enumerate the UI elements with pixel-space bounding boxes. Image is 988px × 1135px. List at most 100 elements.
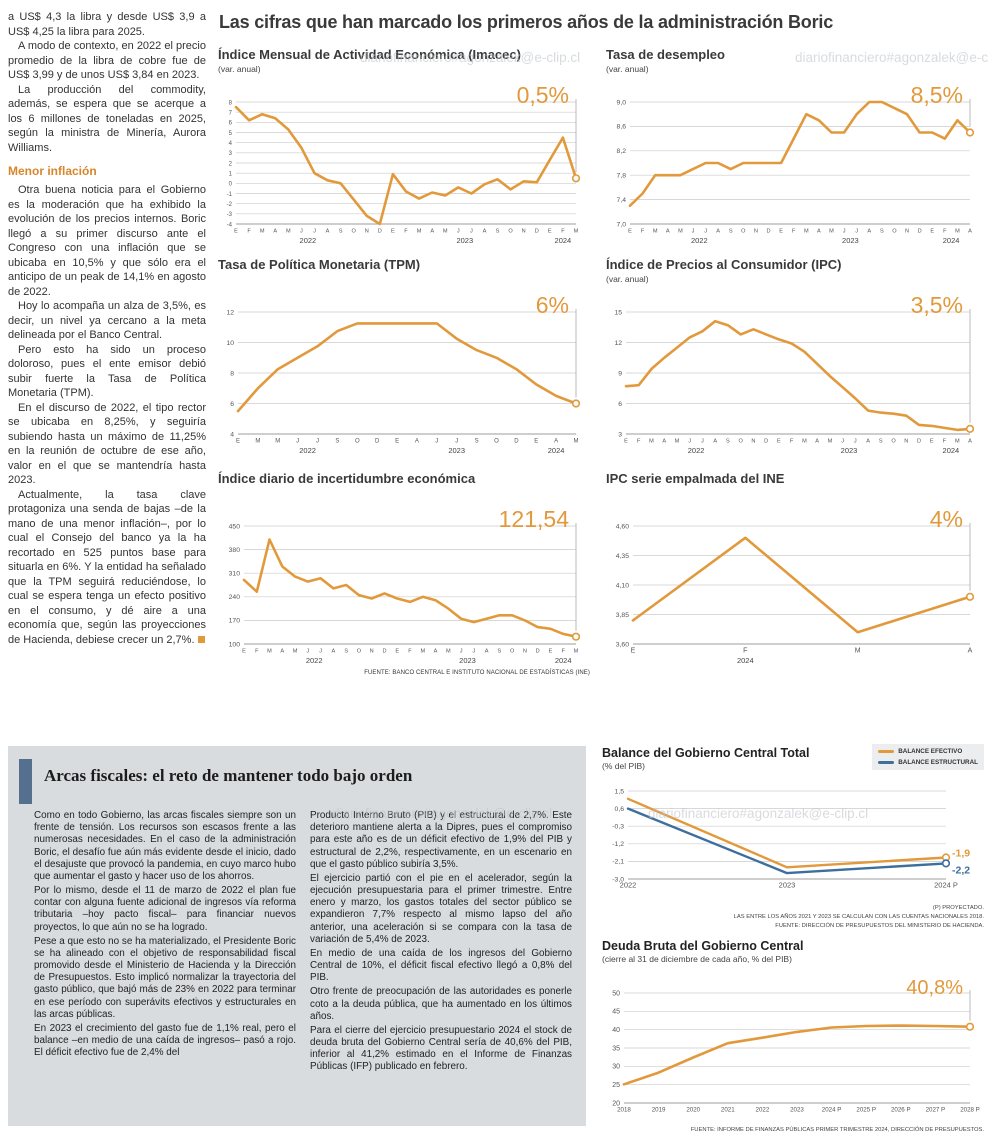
- svg-text:A: A: [662, 438, 666, 444]
- desempleo-line-chart: 9,08,68,27,87,47,0E F M A M J J A S O N D E F M A M J J A S O…: [617, 82, 975, 245]
- svg-text:2022: 2022: [299, 446, 316, 455]
- svg-text:D: D: [535, 228, 539, 234]
- svg-text:E: E: [624, 438, 628, 444]
- svg-text:D: D: [382, 648, 386, 654]
- svg-text:J: J: [843, 228, 846, 234]
- article-paragraph: Actualmente, la tasa clave protagoniza u…: [8, 488, 206, 648]
- svg-text:M: M: [574, 438, 579, 444]
- svg-text:A: A: [716, 228, 720, 234]
- fiscal-paragraph: Producto Interno Bruto (PIB) y el estruc…: [310, 810, 572, 870]
- svg-text:2023: 2023: [459, 656, 476, 665]
- svg-text:J: J: [470, 228, 473, 234]
- svg-text:M: M: [855, 647, 861, 654]
- svg-text:40,8%: 40,8%: [906, 977, 963, 999]
- svg-text:F: F: [790, 438, 794, 444]
- svg-text:E: E: [236, 438, 240, 444]
- svg-text:35: 35: [612, 1045, 620, 1052]
- svg-text:-1,2: -1,2: [612, 841, 624, 848]
- svg-text:7,4: 7,4: [617, 197, 627, 204]
- fiscal-paragraph: El ejercicio partió con el pie en el ace…: [310, 872, 572, 945]
- svg-text:E: E: [549, 648, 553, 654]
- accent-bar: [19, 759, 32, 804]
- fiscal-charts: Balance del Gobierno Central Total (% de…: [602, 744, 984, 1135]
- svg-text:O: O: [741, 228, 746, 234]
- svg-text:240: 240: [229, 594, 241, 601]
- svg-text:2022: 2022: [620, 881, 637, 890]
- svg-text:N: N: [523, 648, 527, 654]
- svg-text:O: O: [891, 438, 896, 444]
- svg-text:6: 6: [230, 401, 234, 408]
- svg-text:E: E: [548, 228, 552, 234]
- svg-text:2024 P: 2024 P: [822, 1106, 842, 1113]
- svg-text:M: M: [443, 228, 448, 234]
- svg-text:M: M: [829, 228, 834, 234]
- svg-text:E: E: [395, 438, 399, 444]
- article-paragraph: a US$ 4,3 la libra y desde US$ 3,9 a US$…: [8, 11, 206, 38]
- chart-desempleo: Tasa de desempleo (var. anual) 9,0 8,6 8,2…: [606, 47, 984, 248]
- svg-text:J: J: [296, 438, 299, 444]
- svg-text:2023: 2023: [448, 446, 465, 455]
- svg-text:5: 5: [229, 131, 233, 137]
- svg-text:2024: 2024: [548, 446, 565, 455]
- legend-label: BALANCE EFECTIVO: [898, 748, 963, 755]
- svg-text:2023: 2023: [790, 1106, 804, 1113]
- svg-text:F: F: [641, 228, 645, 234]
- svg-text:A: A: [273, 228, 277, 234]
- svg-text:D: D: [918, 228, 922, 234]
- svg-text:M: M: [255, 438, 260, 444]
- legend-item-estructural: BALANCE ESTRUCTURAL: [878, 759, 978, 766]
- fiscal-paragraph: Pese a que esto no se ha materializado, …: [34, 935, 296, 1020]
- svg-text:6%: 6%: [536, 292, 569, 318]
- svg-text:J: J: [435, 438, 438, 444]
- article-paragraph: A modo de contexto, en 2022 el precio pr…: [8, 40, 206, 82]
- chart-title: Tasa de desempleo: [606, 47, 725, 62]
- svg-text:A: A: [326, 228, 330, 234]
- svg-text:50: 50: [612, 990, 620, 997]
- svg-text:S: S: [344, 648, 348, 654]
- svg-text:E: E: [395, 648, 399, 654]
- svg-text:2018: 2018: [617, 1106, 631, 1113]
- svg-text:M: M: [267, 648, 272, 654]
- svg-text:450: 450: [229, 523, 241, 530]
- svg-text:M: M: [446, 648, 451, 654]
- svg-text:O: O: [739, 438, 744, 444]
- svg-text:12: 12: [614, 340, 622, 347]
- svg-text:2022: 2022: [756, 1106, 770, 1113]
- svg-text:S: S: [335, 438, 339, 444]
- svg-text:1: 1: [229, 171, 233, 177]
- svg-text:25: 25: [612, 1082, 620, 1089]
- svg-text:F: F: [943, 438, 947, 444]
- svg-text:A: A: [867, 228, 871, 234]
- svg-text:M: M: [417, 228, 422, 234]
- svg-text:M: M: [420, 648, 425, 654]
- svg-text:D: D: [917, 438, 921, 444]
- svg-text:2024: 2024: [943, 446, 960, 455]
- svg-text:F: F: [561, 228, 565, 234]
- svg-text:F: F: [792, 228, 796, 234]
- svg-text:40: 40: [612, 1027, 620, 1034]
- legend-item-efectivo: BALANCE EFECTIVO: [878, 748, 978, 755]
- svg-text:E: E: [930, 438, 934, 444]
- svg-text:2022: 2022: [688, 446, 705, 455]
- fiscal-section: Arcas fiscales: el reto de mantener todo…: [8, 746, 586, 1126]
- svg-text:8,2: 8,2: [617, 148, 627, 155]
- svg-text:D: D: [514, 438, 519, 444]
- svg-text:9,0: 9,0: [617, 99, 627, 106]
- chart-title: Índice de Precios al Consumidor (IPC): [606, 257, 842, 272]
- svg-text:-3: -3: [227, 212, 233, 218]
- svg-text:310: 310: [229, 570, 241, 577]
- svg-text:A: A: [485, 648, 489, 654]
- svg-text:10: 10: [226, 340, 234, 347]
- source-note: FUENTE: BANCO CENTRAL E INSTITUTO NACION…: [364, 669, 590, 676]
- svg-text:45: 45: [612, 1009, 620, 1016]
- svg-text:E: E: [391, 228, 395, 234]
- chart-incertidumbre: Índice diario de incertidumbre económica…: [218, 471, 590, 676]
- svg-text:4%: 4%: [930, 506, 963, 532]
- svg-text:-3,0: -3,0: [612, 876, 624, 883]
- svg-text:N: N: [754, 228, 758, 234]
- svg-text:6: 6: [618, 401, 622, 408]
- svg-text:8: 8: [229, 100, 233, 106]
- svg-text:4,10: 4,10: [616, 582, 629, 589]
- svg-text:2027 P: 2027 P: [926, 1106, 946, 1113]
- svg-text:2024 P: 2024 P: [934, 881, 958, 890]
